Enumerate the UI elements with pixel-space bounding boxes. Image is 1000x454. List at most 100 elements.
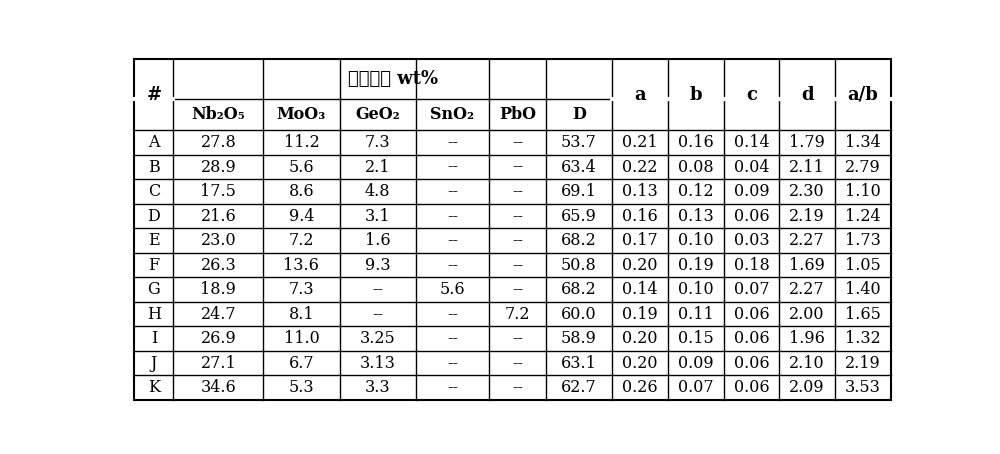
Text: 3.53: 3.53 xyxy=(845,379,881,396)
Text: 0.09: 0.09 xyxy=(678,355,714,372)
Text: #: # xyxy=(146,85,161,104)
Text: --: -- xyxy=(447,207,458,225)
Text: 0.11: 0.11 xyxy=(678,306,714,323)
Text: D: D xyxy=(572,106,586,123)
Text: 2.30: 2.30 xyxy=(789,183,825,200)
Text: --: -- xyxy=(447,355,458,372)
Text: --: -- xyxy=(372,281,383,298)
Text: 21.6: 21.6 xyxy=(200,207,236,225)
Text: 0.13: 0.13 xyxy=(678,207,714,225)
Text: 2.10: 2.10 xyxy=(789,355,825,372)
Text: 0.12: 0.12 xyxy=(678,183,714,200)
Text: 62.7: 62.7 xyxy=(561,379,597,396)
Text: 3.1: 3.1 xyxy=(365,207,390,225)
Text: --: -- xyxy=(447,330,458,347)
Text: --: -- xyxy=(512,379,523,396)
Text: 1.32: 1.32 xyxy=(845,330,881,347)
Text: SnO₂: SnO₂ xyxy=(430,106,474,123)
Text: 11.2: 11.2 xyxy=(284,134,319,151)
Text: 0.14: 0.14 xyxy=(734,134,769,151)
Text: 17.5: 17.5 xyxy=(200,183,236,200)
Text: --: -- xyxy=(512,355,523,372)
Text: 3.25: 3.25 xyxy=(360,330,396,347)
Text: 2.19: 2.19 xyxy=(789,207,825,225)
Text: 0.04: 0.04 xyxy=(734,158,769,176)
Text: 63.1: 63.1 xyxy=(561,355,597,372)
Text: --: -- xyxy=(512,257,523,274)
Text: --: -- xyxy=(512,330,523,347)
Text: 0.22: 0.22 xyxy=(622,158,658,176)
Text: 65.9: 65.9 xyxy=(561,207,597,225)
Text: MoO₃: MoO₃ xyxy=(277,106,326,123)
Text: 11.0: 11.0 xyxy=(284,330,319,347)
Text: --: -- xyxy=(447,183,458,200)
Text: --: -- xyxy=(447,232,458,249)
Text: 68.2: 68.2 xyxy=(561,281,597,298)
Text: 5.3: 5.3 xyxy=(289,379,314,396)
Text: 5.6: 5.6 xyxy=(440,281,465,298)
Text: --: -- xyxy=(512,158,523,176)
Text: 2.27: 2.27 xyxy=(789,232,825,249)
Text: 1.40: 1.40 xyxy=(845,281,881,298)
Text: A: A xyxy=(148,134,160,151)
Text: --: -- xyxy=(447,257,458,274)
Text: 7.2: 7.2 xyxy=(505,306,530,323)
Text: 0.08: 0.08 xyxy=(678,158,714,176)
Text: 26.3: 26.3 xyxy=(200,257,236,274)
Text: 0.20: 0.20 xyxy=(622,330,658,347)
Text: 0.20: 0.20 xyxy=(622,355,658,372)
Text: 0.03: 0.03 xyxy=(734,232,769,249)
Text: F: F xyxy=(148,257,159,274)
Text: 2.11: 2.11 xyxy=(789,158,825,176)
Text: 9.3: 9.3 xyxy=(365,257,390,274)
Text: 1.34: 1.34 xyxy=(845,134,881,151)
Text: 1.96: 1.96 xyxy=(789,330,825,347)
Text: 2.19: 2.19 xyxy=(845,355,881,372)
Text: 23.0: 23.0 xyxy=(201,232,236,249)
Text: D: D xyxy=(147,207,160,225)
Text: 7.3: 7.3 xyxy=(289,281,314,298)
Text: a: a xyxy=(634,85,646,104)
Text: 0.26: 0.26 xyxy=(622,379,658,396)
Text: --: -- xyxy=(512,183,523,200)
Text: 0.18: 0.18 xyxy=(734,257,769,274)
Text: 0.06: 0.06 xyxy=(734,355,769,372)
Text: 2.09: 2.09 xyxy=(789,379,825,396)
Text: 8.1: 8.1 xyxy=(289,306,314,323)
Text: 1.05: 1.05 xyxy=(845,257,881,274)
Text: 2.79: 2.79 xyxy=(845,158,881,176)
Text: 7.3: 7.3 xyxy=(365,134,390,151)
Text: 5.6: 5.6 xyxy=(289,158,314,176)
Text: 58.9: 58.9 xyxy=(561,330,597,347)
Text: 3.13: 3.13 xyxy=(360,355,396,372)
Text: 13.6: 13.6 xyxy=(283,257,319,274)
Text: --: -- xyxy=(512,207,523,225)
Text: 0.07: 0.07 xyxy=(678,379,714,396)
Text: 1.73: 1.73 xyxy=(845,232,881,249)
Text: 0.06: 0.06 xyxy=(734,379,769,396)
Text: --: -- xyxy=(372,306,383,323)
Text: 50.8: 50.8 xyxy=(561,257,597,274)
Text: 0.19: 0.19 xyxy=(622,306,658,323)
Text: I: I xyxy=(151,330,157,347)
Text: 0.09: 0.09 xyxy=(734,183,769,200)
Text: 0.21: 0.21 xyxy=(622,134,658,151)
Text: C: C xyxy=(148,183,160,200)
Text: --: -- xyxy=(512,281,523,298)
Text: 9.4: 9.4 xyxy=(289,207,314,225)
Text: J: J xyxy=(151,355,157,372)
Text: GeO₂: GeO₂ xyxy=(355,106,400,123)
Text: 0.17: 0.17 xyxy=(622,232,658,249)
Text: 0.16: 0.16 xyxy=(678,134,714,151)
Text: G: G xyxy=(147,281,160,298)
Text: B: B xyxy=(148,158,160,176)
Text: b: b xyxy=(689,85,702,104)
Text: 1.65: 1.65 xyxy=(845,306,881,323)
Text: --: -- xyxy=(512,134,523,151)
Text: c: c xyxy=(746,85,757,104)
Text: --: -- xyxy=(512,232,523,249)
Text: 1.24: 1.24 xyxy=(845,207,881,225)
Text: K: K xyxy=(148,379,160,396)
Text: 0.06: 0.06 xyxy=(734,330,769,347)
Text: 0.15: 0.15 xyxy=(678,330,714,347)
